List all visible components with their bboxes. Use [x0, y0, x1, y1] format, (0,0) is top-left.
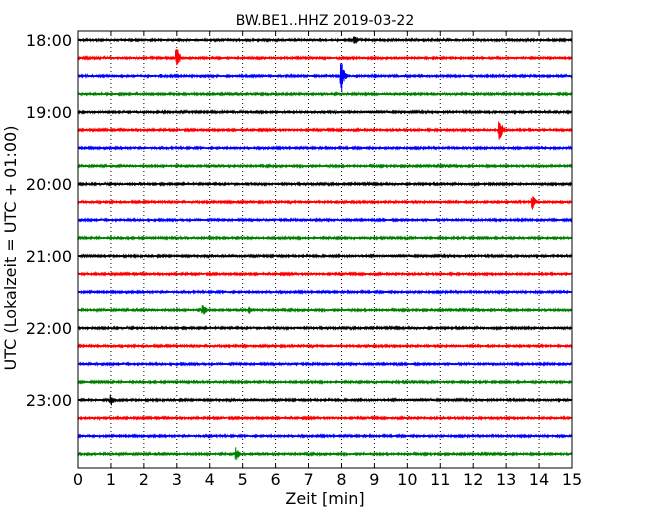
x-tick-label: 6: [271, 470, 281, 489]
chart-title: BW.BE1..HHZ 2019-03-22: [236, 13, 415, 29]
x-tick-label: 10: [397, 470, 417, 489]
trace-1930: [77, 144, 573, 151]
trace-2330: [77, 432, 573, 439]
x-tick-label: 12: [463, 470, 483, 489]
trace-1800: [77, 36, 573, 44]
trace-1845: [77, 91, 573, 97]
x-tick-label: 15: [562, 470, 582, 489]
trace-1915: [77, 121, 573, 140]
x-tick-label: 5: [238, 470, 248, 489]
y-tick-label: 20:00: [26, 175, 72, 194]
y-tick-label: 23:00: [26, 391, 72, 410]
trace-2115: [77, 271, 573, 278]
x-tick-label: 4: [205, 470, 215, 489]
trace-2245: [77, 378, 573, 385]
trace-2215: [77, 343, 573, 349]
trace-2300: [77, 394, 573, 406]
y-tick-label: 21:00: [26, 247, 72, 266]
plot-frame: [77, 30, 573, 469]
x-tick-label: 9: [369, 470, 379, 489]
trace-2130: [77, 288, 573, 295]
y-tick-label: 22:00: [26, 319, 72, 338]
seismogram-traces: [77, 36, 573, 460]
trace-2100: [77, 253, 573, 260]
x-tick-label: 8: [336, 470, 346, 489]
x-tick-label: 11: [430, 470, 450, 489]
trace-2200: [77, 325, 573, 331]
trace-2000: [77, 181, 573, 187]
y-tick-label: 18:00: [26, 31, 72, 50]
trace-2015: [77, 196, 573, 210]
x-tick-label: 13: [496, 470, 516, 489]
x-axis-label: Zeit [min]: [285, 489, 364, 508]
y-axis: 18:00 19:00 20:00 21:00 22:00 23:00: [26, 31, 572, 410]
x-tick-label: 1: [106, 470, 116, 489]
trace-1900: [77, 109, 573, 116]
trace-1945: [77, 162, 573, 170]
trace-2030: [77, 217, 573, 224]
x-tick-label: 3: [172, 470, 182, 489]
trace-2145: [77, 305, 573, 315]
x-tick-label: 2: [139, 470, 149, 489]
x-axis: 0 1 2 3 4 5 6 7 8 9 10 11 12 13 14 15: [73, 31, 582, 489]
x-tick-label: 0: [73, 470, 83, 489]
x-tick-label: 14: [529, 470, 549, 489]
x-tick-label: 7: [303, 470, 313, 489]
trace-2230: [77, 361, 573, 368]
y-axis-label: UTC (Lokalzeit = UTC + 01:00): [1, 126, 20, 371]
trace-1830: [77, 63, 573, 92]
trace-2345: [77, 447, 573, 460]
trace-1815: [77, 49, 573, 66]
vertical-grid: [110, 31, 540, 468]
trace-2315: [77, 415, 573, 422]
y-tick-label: 19:00: [26, 103, 72, 122]
trace-2045: [77, 234, 573, 241]
